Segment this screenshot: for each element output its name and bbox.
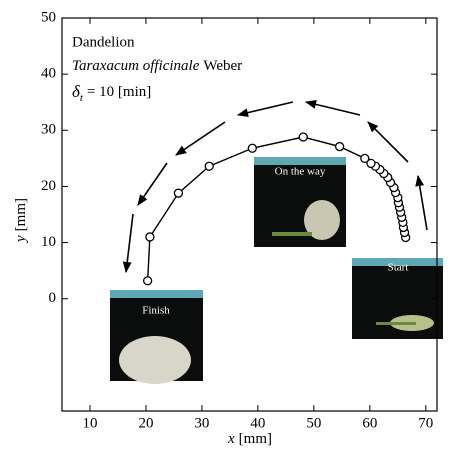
point <box>144 277 152 285</box>
x-tick-label: 10 <box>82 415 97 431</box>
arrow <box>176 122 225 155</box>
specimen-name: Dandelion <box>72 34 135 50</box>
arrow <box>306 102 360 115</box>
delta-sub: t <box>80 92 84 104</box>
x-tick-label: 30 <box>194 415 209 431</box>
arrow <box>368 122 408 162</box>
species-name: Taraxacum officinale <box>72 58 200 74</box>
y-tick-label: 50 <box>41 9 56 25</box>
y-tick-label: 10 <box>41 234 56 250</box>
x-unit: [mm] <box>239 431 272 447</box>
species-author: Weber <box>203 58 242 74</box>
x-tick-label: 50 <box>306 415 321 431</box>
x-tick-label: 40 <box>250 415 265 431</box>
point <box>248 144 256 152</box>
x-tick-label: 70 <box>418 415 433 431</box>
point <box>205 162 213 170</box>
x-tick-label: 60 <box>362 415 377 431</box>
photo-label: Finish <box>142 305 170 317</box>
arrow <box>138 163 167 205</box>
point <box>299 133 307 141</box>
y-tick-label: 0 <box>49 290 57 306</box>
arrow <box>238 102 293 115</box>
interval: δt= 10 [min] <box>72 82 151 104</box>
x-symbol: x <box>227 431 235 447</box>
photo-label: On the way <box>275 166 326 178</box>
point <box>146 233 154 241</box>
y-tick-label: 20 <box>41 178 56 194</box>
point <box>174 189 182 197</box>
y-tick-label: 30 <box>41 122 56 138</box>
x-tick-label: 20 <box>138 415 153 431</box>
interval-value: = 10 [min] <box>87 84 151 100</box>
arrow <box>418 176 427 230</box>
y-tick-label: 40 <box>41 66 56 82</box>
y-unit: [mm] <box>13 198 29 231</box>
point <box>361 154 369 162</box>
point <box>336 143 344 151</box>
arrow <box>126 214 133 272</box>
y-axis-label: y [mm] <box>13 198 29 244</box>
y-symbol: y <box>13 235 29 244</box>
chart: Dandelion Taraxacum officinaleWeber δt= … <box>0 0 454 453</box>
x-axis-label: x[mm] <box>227 431 272 447</box>
photo-label: Start <box>388 262 409 274</box>
